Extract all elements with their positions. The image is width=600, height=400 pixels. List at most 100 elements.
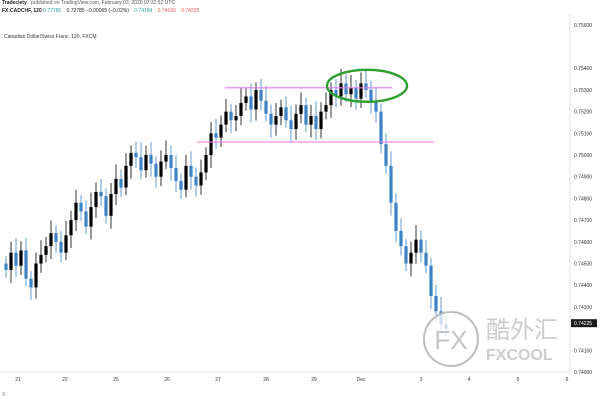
candle-body bbox=[4, 263, 8, 271]
candle-body bbox=[344, 83, 348, 95]
candle-body bbox=[179, 181, 183, 190]
candle-body bbox=[284, 107, 288, 121]
candle-body bbox=[174, 168, 178, 182]
candle-body bbox=[124, 165, 128, 188]
x-tick-label: 25 bbox=[113, 377, 119, 383]
watermark-en: FXCOOL bbox=[486, 347, 553, 364]
candle-body bbox=[39, 254, 43, 264]
y-tick-label: 0.74700 bbox=[574, 218, 592, 224]
candle-body bbox=[119, 178, 123, 188]
symbol-label: FX:CADCHF, 120 bbox=[2, 7, 42, 14]
instrument-label: Canadian Dollar/Swiss Franc, 120, FXCM bbox=[4, 34, 97, 40]
candle-body bbox=[419, 239, 423, 253]
candle-body bbox=[214, 133, 218, 138]
candle-body bbox=[389, 165, 393, 203]
candle-body bbox=[34, 263, 38, 288]
y-tick-label: 0.75100 bbox=[574, 131, 592, 137]
candle-body bbox=[9, 252, 13, 271]
candle-body bbox=[229, 111, 233, 121]
candle-body bbox=[274, 115, 278, 125]
candle-body bbox=[14, 252, 18, 266]
open-value: 0.72785 bbox=[43, 7, 62, 14]
low-value: 0.74193 bbox=[157, 7, 176, 14]
candle-body bbox=[224, 111, 228, 125]
candle-body bbox=[189, 165, 193, 177]
candle-body bbox=[44, 246, 48, 255]
candle-body bbox=[24, 250, 28, 279]
x-tick-label: 6 bbox=[566, 377, 569, 383]
candle-body bbox=[339, 83, 343, 97]
candle-body bbox=[114, 178, 118, 195]
candle-body bbox=[104, 196, 108, 216]
candle-body bbox=[169, 155, 173, 169]
candle-body bbox=[19, 250, 23, 266]
candle-body bbox=[334, 89, 338, 97]
candle-body bbox=[109, 194, 113, 216]
x-tick-label: 27 bbox=[215, 377, 221, 383]
candle-body bbox=[424, 252, 428, 266]
y-tick-label: 0.74500 bbox=[574, 262, 592, 268]
close-value: 0.74225 bbox=[181, 7, 200, 14]
chart-header: Tradeciety published on TradingView.com,… bbox=[2, 0, 422, 15]
candle-body bbox=[144, 155, 148, 171]
x-tick-label: 21 bbox=[15, 377, 21, 383]
change-value: 0.72785 −0.00065 (−0.02%) bbox=[66, 7, 129, 14]
candle-body bbox=[219, 124, 223, 138]
published-info: published on TradingView.com, February 0… bbox=[31, 0, 176, 6]
candle-body bbox=[84, 211, 88, 227]
last-price-marker bbox=[571, 319, 597, 328]
y-tick-label: 0.74300 bbox=[574, 305, 592, 311]
candle-body bbox=[384, 144, 388, 166]
y-tick-label: 0.75600 bbox=[574, 23, 592, 29]
y-tick-label: 0.74100 bbox=[574, 348, 592, 354]
candle-body bbox=[414, 239, 418, 253]
candle-body bbox=[54, 233, 58, 242]
y-tick-label: 0.75000 bbox=[574, 153, 592, 159]
candle-body bbox=[199, 172, 203, 186]
watermark-badge bbox=[423, 311, 479, 367]
candle-body bbox=[74, 202, 78, 221]
y-tick-label: 0.74400 bbox=[574, 283, 592, 289]
candle-body bbox=[184, 165, 188, 190]
candle-body bbox=[69, 220, 73, 236]
candle-body bbox=[294, 113, 298, 129]
candle-body bbox=[264, 100, 268, 114]
y-tick-label: 0.75300 bbox=[574, 88, 592, 94]
candle-body bbox=[249, 96, 253, 110]
candle-body bbox=[319, 111, 323, 129]
candle-body bbox=[359, 83, 363, 99]
candle-body bbox=[79, 202, 83, 212]
candle-body bbox=[299, 105, 303, 114]
candle-body bbox=[324, 105, 328, 112]
candle-body bbox=[204, 155, 208, 173]
candle-body bbox=[159, 161, 163, 177]
candle-body bbox=[364, 83, 368, 90]
highlight-ellipse bbox=[325, 68, 409, 103]
candle-body bbox=[429, 265, 433, 297]
candle-body bbox=[194, 176, 198, 186]
candle-body bbox=[134, 152, 138, 158]
candle-body bbox=[304, 105, 308, 125]
fxcool-watermark: FX 酷外汇 FXCOOL bbox=[423, 311, 558, 367]
candle-body bbox=[234, 115, 238, 121]
candle-body bbox=[59, 241, 63, 253]
candle-body bbox=[29, 278, 33, 288]
x-tick-label: 4 bbox=[468, 377, 471, 383]
x-tick-label: 3 bbox=[420, 377, 423, 383]
candle-body bbox=[269, 113, 273, 125]
x-tick-label: 5 bbox=[517, 377, 520, 383]
x-tick-label: 26 bbox=[164, 377, 170, 383]
high-value: 0.74194 bbox=[134, 7, 153, 14]
candle-body bbox=[164, 155, 168, 162]
candle-body bbox=[89, 207, 93, 227]
candle-body bbox=[239, 102, 243, 116]
x-tick-label: Dec bbox=[357, 377, 366, 383]
candle-body bbox=[309, 115, 313, 125]
last-price-label: 0.74225 bbox=[574, 321, 592, 327]
candle-body bbox=[254, 89, 258, 110]
candle-body bbox=[394, 202, 398, 231]
publisher: Tradeciety bbox=[2, 0, 27, 6]
candle-body bbox=[404, 246, 408, 264]
candle-body bbox=[329, 89, 333, 106]
